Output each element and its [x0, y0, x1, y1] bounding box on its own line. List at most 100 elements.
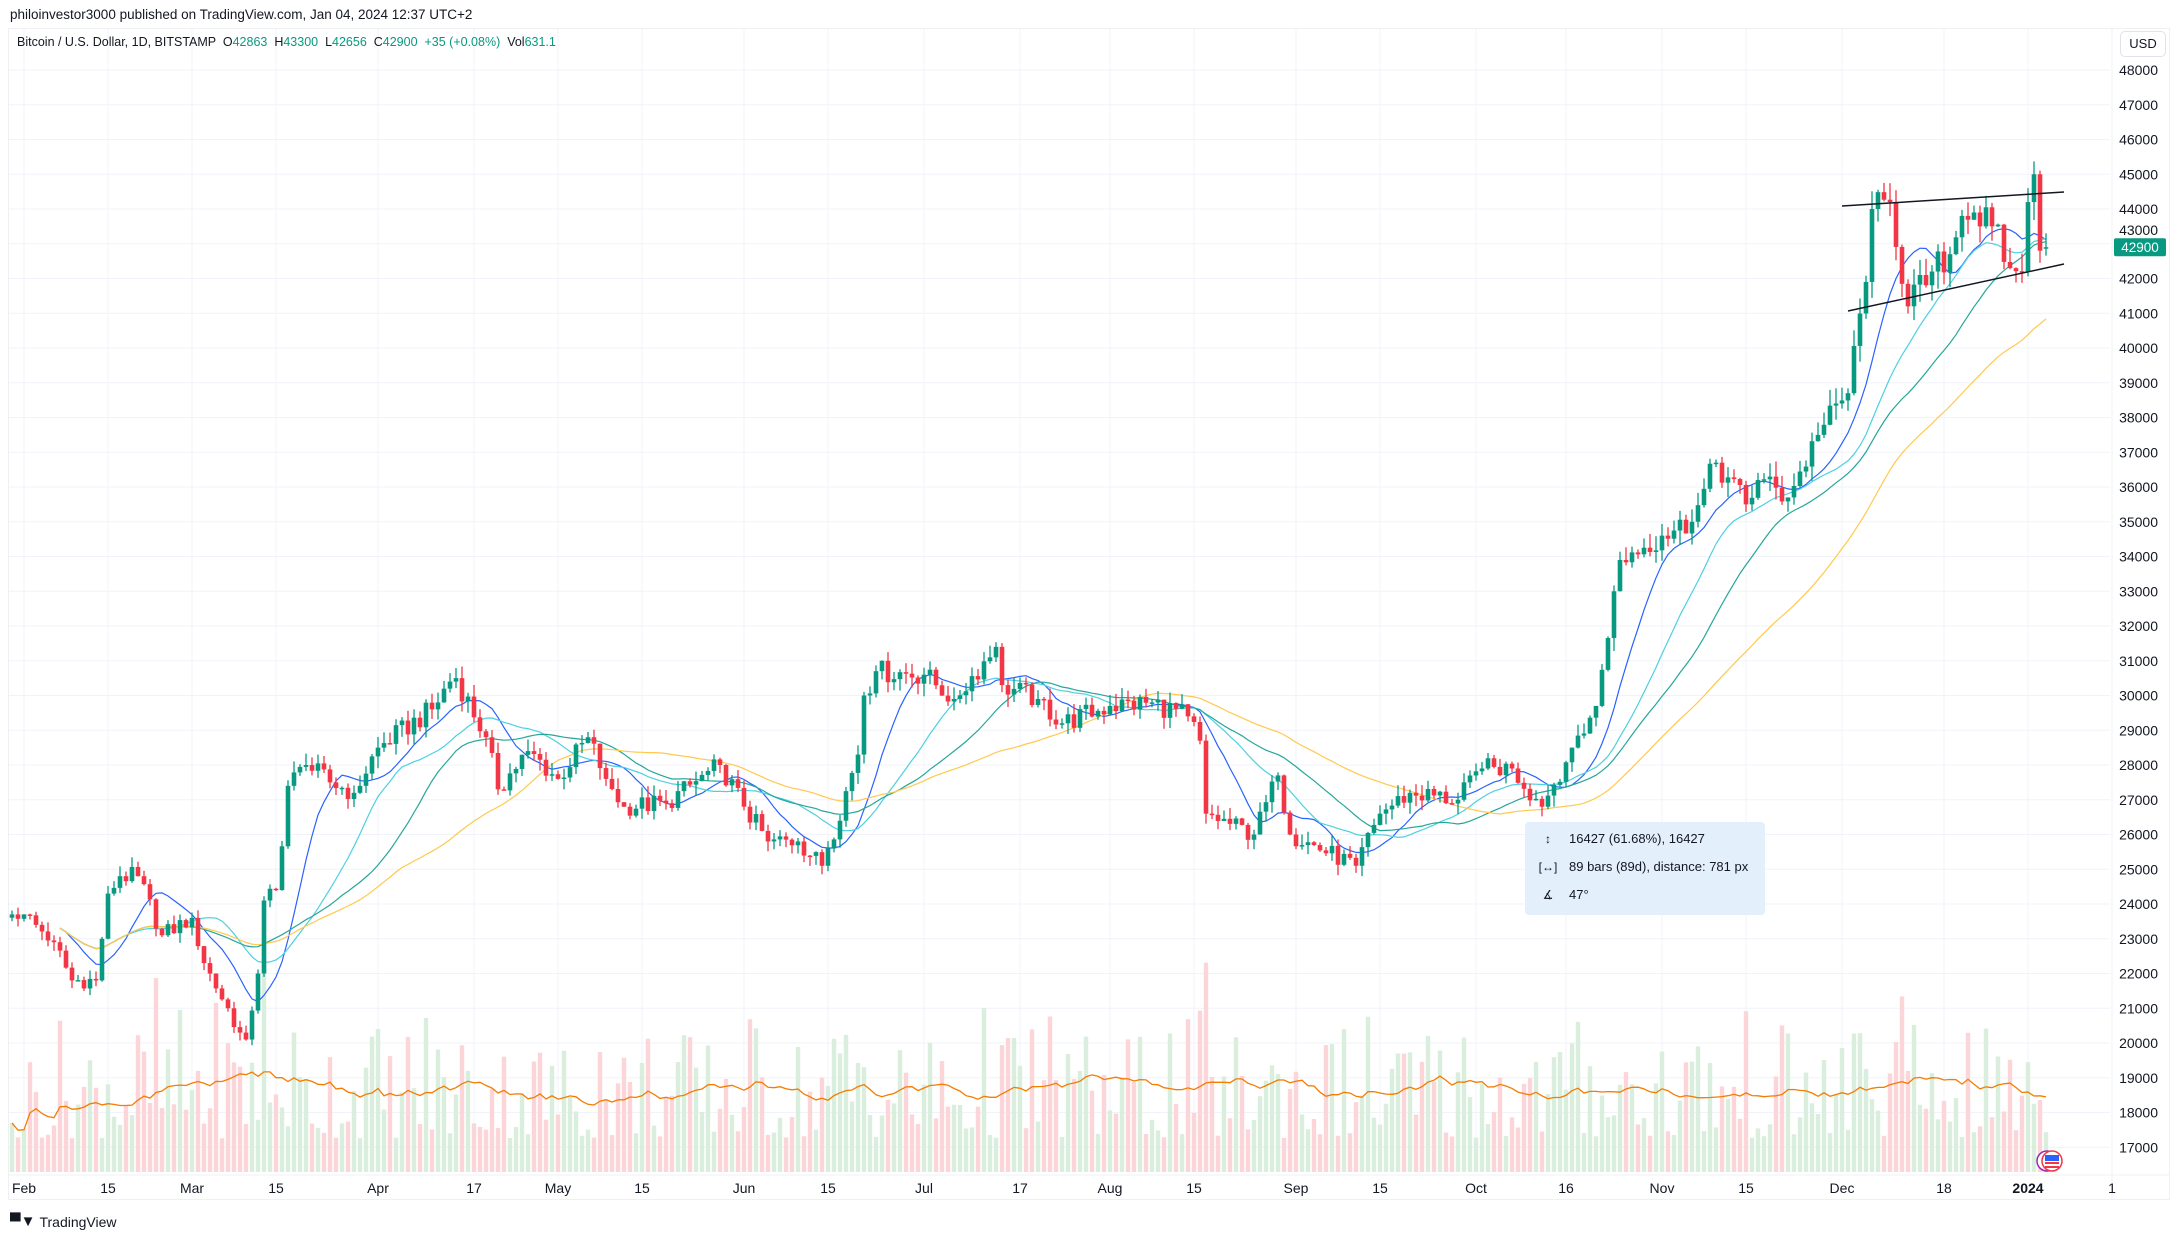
tradingview-logo[interactable]: ▀▼ TradingView — [10, 1213, 117, 1230]
volume-bar — [543, 1119, 549, 1172]
volume-bar — [375, 1029, 381, 1172]
volume-bar — [363, 1067, 369, 1172]
candle — [699, 770, 705, 782]
candle — [1017, 677, 1023, 693]
candle-body — [1425, 788, 1431, 801]
candle — [1929, 265, 1935, 301]
candle — [1599, 664, 1605, 708]
volume-label: Vol — [507, 35, 525, 49]
candle-body — [1953, 237, 1959, 255]
volume-bar — [105, 1084, 111, 1172]
candle-body — [237, 1027, 243, 1033]
candle — [261, 896, 267, 977]
candle-body — [99, 938, 105, 981]
volume-bar — [1821, 1060, 1827, 1172]
volume-bar — [849, 1101, 855, 1172]
price-axis-label: 42000 — [2119, 271, 2158, 287]
volume-bar — [1095, 1133, 1101, 1172]
candle-body — [315, 763, 321, 771]
volume-bar — [1701, 1131, 1707, 1172]
candle-body — [1983, 207, 1989, 227]
candle — [831, 837, 837, 853]
us-event-flag-icon[interactable] — [2036, 1150, 2063, 1172]
price-axis-label: 47000 — [2119, 97, 2158, 113]
candle — [429, 693, 435, 719]
symbol-name[interactable]: Bitcoin / U.S. Dollar, 1D, BITSTAMP — [17, 35, 216, 49]
candle — [291, 761, 297, 791]
candle-body — [975, 676, 981, 680]
candle-body — [393, 725, 399, 744]
channel-lower-line[interactable] — [1847, 263, 2065, 312]
candle — [1149, 698, 1155, 708]
candle — [1029, 682, 1035, 708]
candle — [795, 837, 801, 854]
candle — [1479, 761, 1485, 775]
candle-body — [261, 900, 267, 974]
candle — [1347, 846, 1353, 860]
candle-body — [879, 660, 885, 672]
candle-body — [51, 940, 57, 943]
candle — [1245, 822, 1251, 850]
volume-bar — [579, 1135, 585, 1172]
candle-body — [1485, 758, 1491, 769]
volume-bar — [603, 1099, 609, 1172]
volume-bar — [1611, 1115, 1617, 1172]
candle-body — [1767, 476, 1773, 480]
candle — [747, 800, 753, 830]
price-axis-label: 32000 — [2119, 618, 2158, 634]
candle — [945, 685, 951, 706]
candle-body — [1131, 700, 1137, 710]
candle — [717, 757, 723, 774]
candle-body — [1611, 591, 1617, 639]
candle — [1845, 388, 1851, 411]
candle — [2007, 247, 2013, 270]
candle — [1677, 510, 1683, 545]
candle — [1995, 223, 2001, 227]
candle — [1983, 195, 1989, 229]
candle — [1545, 784, 1551, 810]
currency-button[interactable]: USD — [2120, 31, 2166, 57]
volume-bar — [621, 1057, 627, 1172]
candle — [1185, 704, 1191, 722]
volume-bar — [111, 1116, 117, 1172]
candle-body — [585, 737, 591, 743]
volume-bar — [1635, 1124, 1641, 1172]
candle-body — [555, 774, 561, 779]
candle-body — [993, 646, 999, 658]
candle-body — [1113, 705, 1119, 712]
candle-body — [273, 888, 279, 891]
volume-bar — [1533, 1061, 1539, 1172]
channel-upper-line[interactable] — [1841, 191, 2065, 207]
candle-body — [651, 795, 657, 812]
candle — [207, 957, 213, 982]
price-axis-label: 25000 — [2119, 861, 2158, 877]
candle-body — [885, 660, 891, 683]
candle — [627, 803, 633, 820]
candle — [471, 685, 477, 723]
candle-body — [285, 785, 291, 847]
candle — [339, 786, 345, 795]
candle-body — [39, 924, 45, 932]
measure-tooltip: ↕ 16427 (61.68%), 16427 [↔] 89 bars (89d),… — [1525, 822, 1765, 915]
candle-body — [837, 820, 843, 840]
candle — [219, 984, 225, 1001]
volume-bar — [1329, 1043, 1335, 1172]
price-axis-label: 23000 — [2119, 931, 2158, 947]
candle-body — [1809, 441, 1815, 467]
volume-bar — [177, 1009, 183, 1172]
candle — [105, 885, 111, 940]
candle-body — [1101, 710, 1107, 715]
candle-body — [1665, 535, 1671, 539]
candle-body — [1431, 788, 1437, 796]
candle — [1461, 773, 1467, 802]
candle-body — [465, 696, 471, 702]
volume-bar — [1539, 1131, 1545, 1172]
volume-bar — [1443, 1132, 1449, 1172]
candle — [1239, 817, 1245, 826]
volume-bar — [969, 1127, 975, 1172]
candle-body — [1179, 704, 1185, 709]
candle — [369, 753, 375, 780]
time-axis-label: Oct — [1465, 1180, 1487, 1196]
candle — [705, 767, 711, 781]
